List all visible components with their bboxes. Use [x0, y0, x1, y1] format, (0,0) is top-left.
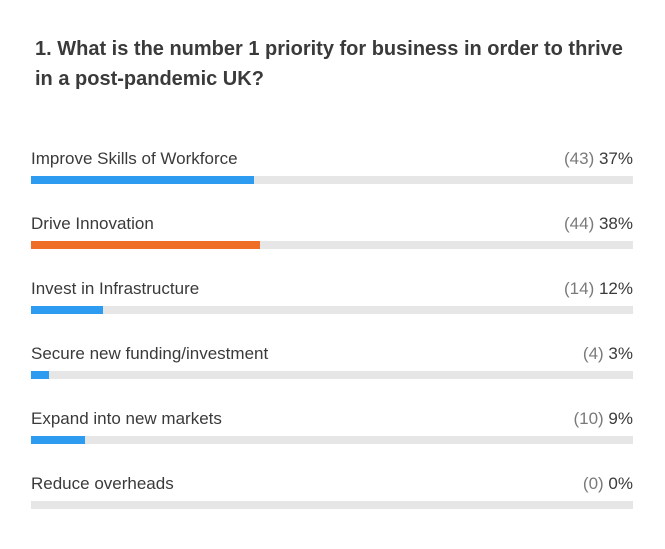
option-result: (4) 3% [583, 341, 633, 367]
result-bar-fill [31, 371, 50, 379]
option-percent: 37% [598, 149, 633, 168]
poll-option: Invest in Infrastructure (14) 12% [31, 276, 633, 341]
option-result: (44) 38% [564, 211, 633, 237]
option-result: (0) 0% [583, 471, 633, 497]
option-result: (43) 37% [564, 146, 633, 172]
poll-option: Drive Innovation (44) 38% [31, 211, 633, 276]
option-percent: 9% [608, 409, 633, 428]
result-bar-track [31, 241, 633, 249]
option-count: (10) [573, 409, 604, 428]
option-result: (14) 12% [564, 276, 633, 302]
result-bar-track [31, 501, 633, 509]
option-label: Reduce overheads [31, 474, 174, 493]
option-count: (43) [564, 149, 595, 168]
result-bar-fill [31, 306, 104, 314]
result-bar-fill [31, 176, 254, 184]
poll-question: 1. What is the number 1 priority for bus… [35, 38, 623, 90]
poll-option: Reduce overheads (0) 0% [31, 471, 633, 536]
option-label: Invest in Infrastructure [31, 279, 200, 298]
poll-options: Improve Skills of Workforce (43) 37% Dri… [31, 146, 633, 536]
result-bar-track [31, 371, 633, 379]
result-bar-track [31, 436, 633, 444]
result-bar-track [31, 176, 633, 184]
poll-option: Secure new funding/investment (4) 3% [31, 341, 633, 406]
option-percent: 12% [598, 279, 633, 298]
result-bar-fill [31, 241, 260, 249]
option-label: Expand into new markets [31, 409, 222, 428]
option-percent: 38% [598, 214, 633, 233]
option-label: Drive Innovation [31, 214, 154, 233]
option-label: Secure new funding/investment [31, 344, 269, 363]
option-percent: 0% [608, 474, 633, 493]
result-bar-fill [31, 436, 86, 444]
result-bar-track [31, 306, 633, 314]
poll-option: Improve Skills of Workforce (43) 37% [31, 146, 633, 211]
option-count: (4) [582, 344, 604, 363]
option-label: Improve Skills of Workforce [31, 149, 238, 168]
poll-option: Expand into new markets (10) 9% [31, 406, 633, 471]
option-result: (10) 9% [573, 406, 633, 432]
option-count: (44) [564, 214, 595, 233]
option-count: (14) [564, 279, 595, 298]
option-percent: 3% [608, 344, 633, 363]
option-count: (0) [582, 474, 604, 493]
